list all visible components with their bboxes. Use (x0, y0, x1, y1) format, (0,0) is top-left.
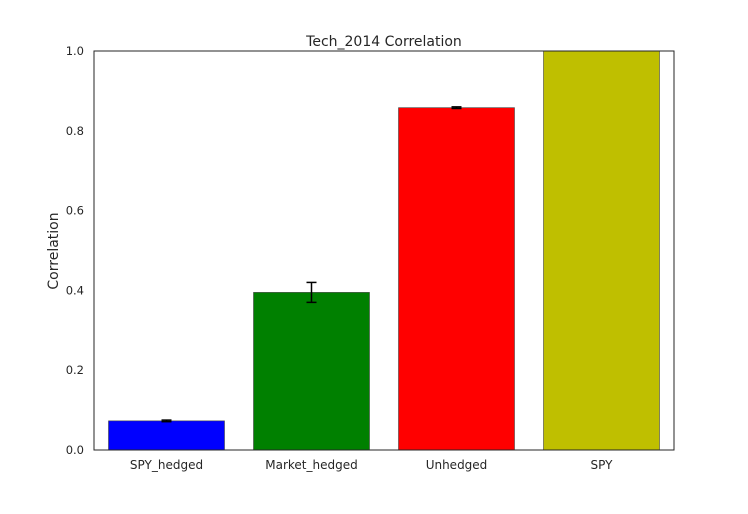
x-ticks: SPY_hedged Market_hedged Unhedged SPY (130, 458, 613, 472)
chart-title: Tech_2014 Correlation (305, 34, 462, 50)
error-bar-market-hedged (306, 281, 317, 304)
y-tick-label: 0.2 (66, 363, 84, 377)
y-tick-label: 0.6 (66, 204, 84, 218)
y-tick-label: 0.4 (66, 283, 84, 297)
x-tick-label: SPY_hedged (130, 458, 203, 472)
x-tick-label: SPY (591, 458, 614, 472)
error-bar-unhedged (451, 106, 462, 110)
y-ticks: 0.0 0.2 0.4 0.6 0.8 1.0 (66, 44, 84, 457)
y-tick-label: 1.0 (66, 44, 84, 58)
y-tick-label: 0.8 (66, 124, 84, 138)
x-tick-label: Market_hedged (265, 458, 357, 472)
y-tick-label: 0.0 (66, 443, 84, 457)
error-bars (161, 106, 462, 423)
bar-spy (543, 50, 660, 451)
plot-frame (93, 50, 675, 451)
error-bar-spy-hedged (161, 419, 172, 423)
x-tick-label: Unhedged (426, 458, 488, 472)
bar-unhedged (398, 107, 515, 451)
bar-market-hedged (253, 292, 370, 451)
bars (108, 50, 660, 451)
bar-spy-hedged (108, 420, 225, 451)
y-axis-label: Correlation (46, 212, 62, 289)
